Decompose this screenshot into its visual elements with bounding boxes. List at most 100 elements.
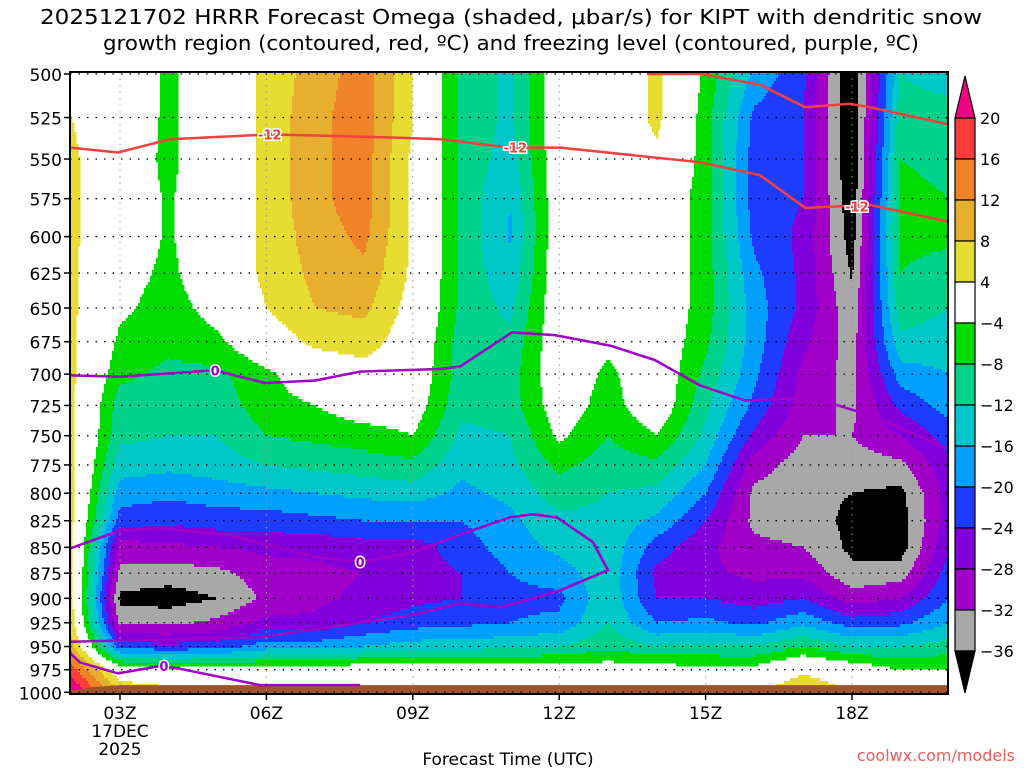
omega-band-cell (674, 405, 693, 409)
omega-band-cell (806, 75, 819, 79)
omega-band-cell (110, 477, 125, 481)
omega-band-cell (814, 249, 831, 253)
x-tick-label: 06Z (250, 704, 283, 724)
omega-band-cell (736, 183, 749, 187)
omega-band-cell (746, 330, 767, 334)
omega-band-cell (392, 141, 411, 145)
omega-band-cell (530, 96, 545, 100)
omega-band-cell (752, 234, 793, 238)
omega-band-cell (888, 159, 895, 163)
omega-band-cell (750, 120, 805, 124)
omega-band-cell (582, 576, 621, 580)
omega-band-cell (900, 210, 948, 214)
omega-band-cell (722, 366, 743, 370)
omega-band-cell (390, 189, 409, 193)
omega-band-cell (896, 288, 948, 292)
omega-band-cell (872, 96, 879, 100)
omega-band-cell (714, 474, 729, 478)
omega-band-cell (656, 135, 659, 139)
omega-band-cell (150, 276, 181, 280)
omega-band-cell (750, 129, 805, 133)
omega-band-cell (340, 75, 375, 79)
omega-band-cell (764, 414, 789, 418)
omega-band-cell (112, 546, 119, 550)
omega-band-cell (930, 462, 948, 466)
omega-band-cell (752, 456, 789, 460)
omega-band-cell (766, 339, 789, 343)
omega-band-cell (896, 291, 948, 295)
omega-band-cell (220, 615, 271, 619)
omega-band-cell (108, 615, 113, 619)
omega-band-cell (872, 99, 879, 103)
omega-band-cell (388, 240, 409, 244)
omega-band-cell (866, 102, 873, 106)
omega-band-cell (796, 297, 819, 301)
omega-band-cell (828, 111, 841, 115)
omega-band-cell (498, 105, 515, 109)
omega-band-cell (374, 72, 395, 76)
omega-band-cell (828, 96, 841, 100)
omega-band-cell (162, 234, 175, 238)
omega-band-cell (384, 267, 407, 271)
omega-band-cell (680, 432, 703, 436)
omega-band-cell (94, 675, 105, 679)
omega-band-cell (418, 423, 441, 427)
omega-band-cell (332, 126, 375, 130)
omega-band-cell (434, 345, 453, 349)
omega-band-cell (708, 486, 725, 490)
omega-band-cell (530, 84, 545, 88)
omega-band-cell (292, 204, 335, 208)
omega-band-cell (136, 441, 225, 445)
omega-band-cell (672, 411, 691, 415)
omega-band-cell (116, 489, 293, 493)
omega-band-cell (92, 606, 97, 610)
omega-band-cell (772, 651, 841, 655)
omega-band-cell (70, 270, 79, 274)
omega-band-cell (256, 126, 291, 130)
omega-band-cell (858, 75, 867, 79)
omega-band-cell (392, 129, 413, 133)
omega-band-cell (690, 201, 713, 205)
omega-band-cell (70, 606, 73, 610)
omega-band-cell (530, 78, 545, 82)
omega-band-cell (438, 324, 455, 328)
omega-band-cell (94, 618, 99, 622)
omega-band-cell (232, 651, 363, 655)
omega-band-cell (726, 117, 739, 121)
omega-band-cell (170, 357, 249, 361)
omega-band-cell (256, 153, 291, 157)
omega-band-cell (290, 135, 333, 139)
omega-band-cell (82, 585, 89, 589)
omega-band-cell (866, 324, 875, 328)
omega-band-cell (306, 282, 381, 286)
omega-band-cell (874, 252, 881, 256)
omega-band-cell (858, 111, 867, 115)
omega-band-cell (114, 405, 243, 409)
omega-band-cell (908, 543, 923, 547)
omega-band-cell (842, 180, 859, 184)
omega-band-cell (512, 441, 537, 445)
omega-band-cell (700, 498, 719, 502)
omega-band-cell (458, 165, 489, 169)
omega-band-cell (750, 222, 795, 226)
omega-band-cell (332, 183, 373, 187)
omega-band-cell (332, 171, 373, 175)
omega-band-cell (724, 357, 743, 361)
omega-band-cell (836, 300, 859, 304)
omega-band-cell (158, 141, 179, 145)
omega-band-cell (94, 549, 101, 553)
omega-band-cell (498, 90, 515, 94)
omega-band-cell (290, 168, 333, 172)
omega-band-cell (458, 189, 485, 193)
omega-band-cell (858, 294, 867, 298)
omega-band-cell (736, 147, 749, 151)
omega-band-cell (840, 537, 909, 541)
omega-band-cell (714, 477, 729, 481)
omega-band-cell (886, 93, 893, 97)
omega-band-cell (840, 90, 859, 94)
omega-band-cell (498, 93, 515, 97)
omega-band-cell (458, 201, 483, 205)
omega-band-cell (458, 75, 499, 79)
omega-band-cell (864, 150, 871, 154)
omega-band-cell (774, 81, 807, 85)
